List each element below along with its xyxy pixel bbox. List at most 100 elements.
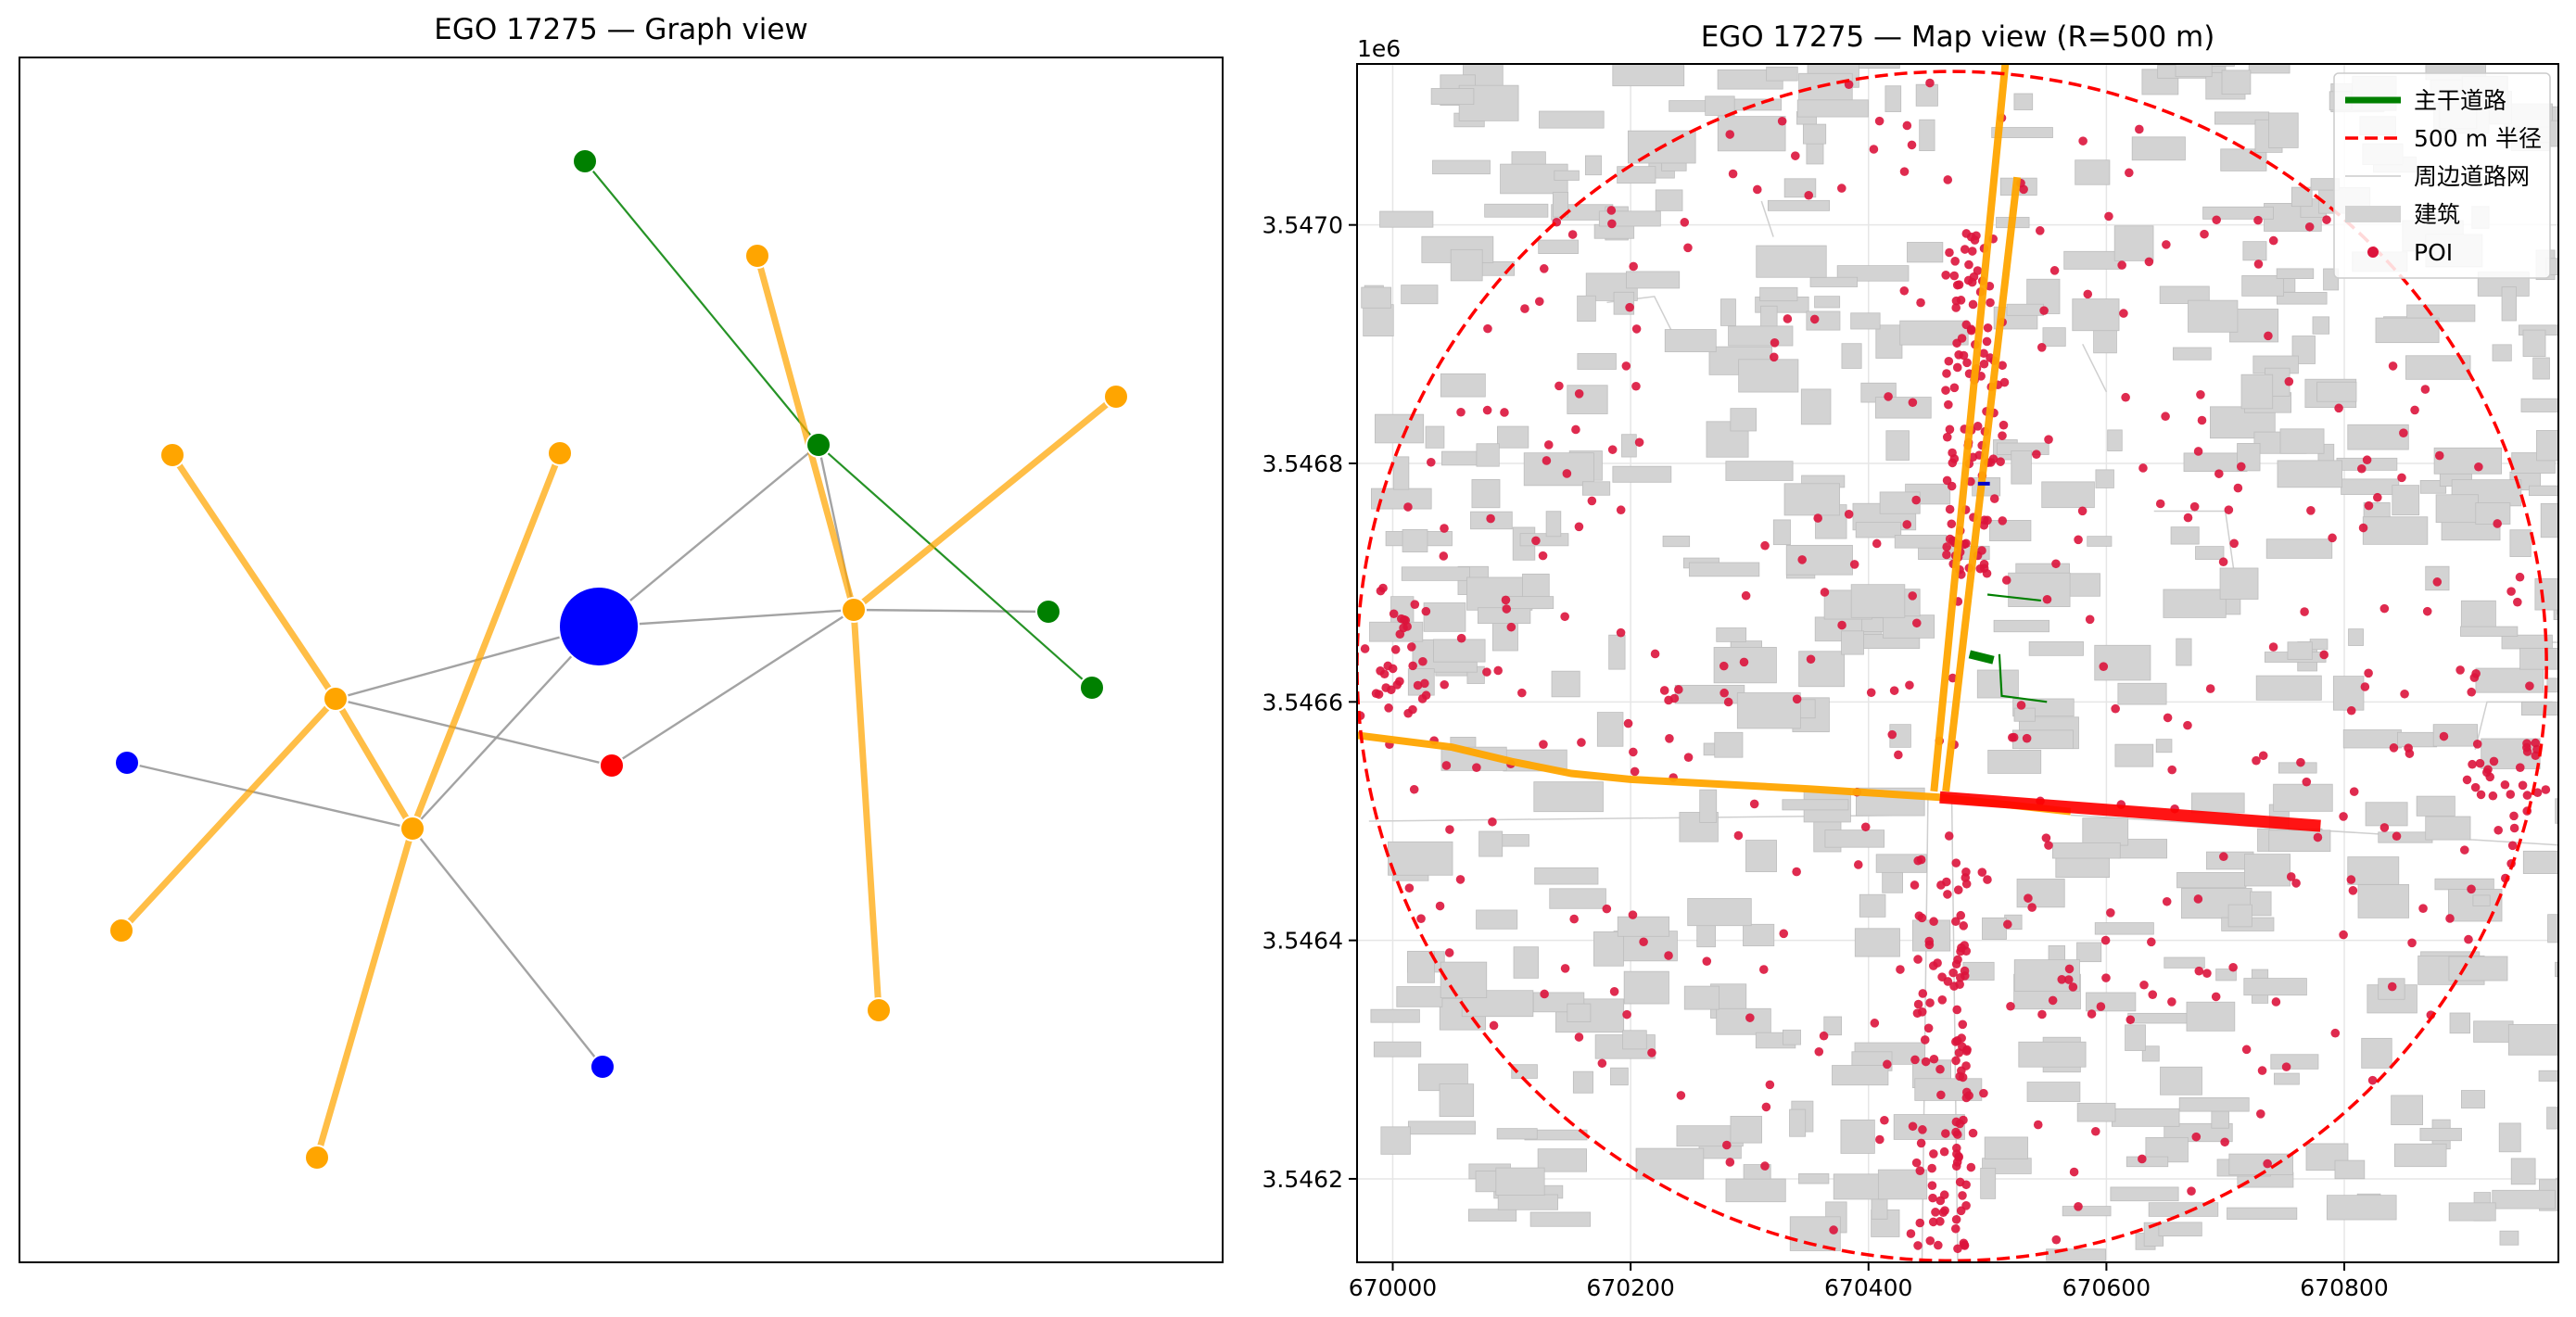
graph-edge-ego-h1	[334, 625, 601, 701]
map-building	[1476, 909, 1518, 930]
map-building	[2240, 374, 2274, 410]
map-poi	[1829, 1225, 1838, 1235]
map-poi	[1647, 1048, 1656, 1057]
map-building	[1396, 986, 1443, 1007]
map-poi	[1809, 314, 1820, 324]
map-building	[2228, 1153, 2293, 1175]
map-building	[1513, 946, 1539, 979]
map-building	[2347, 424, 2409, 450]
map-building	[1612, 64, 1685, 87]
map-poi	[2167, 997, 2176, 1007]
map-poi	[2167, 765, 2176, 775]
map-building	[2127, 1012, 2194, 1024]
map-poi	[1920, 1035, 1930, 1045]
map-building	[2241, 275, 2285, 297]
map-building	[2519, 648, 2558, 670]
map-building	[1450, 248, 1483, 282]
map-poi	[1938, 1208, 1948, 1218]
legend-label: 周边道路网	[2414, 163, 2530, 190]
map-poi	[1899, 285, 1910, 296]
map-poi	[1418, 656, 1428, 666]
map-building	[2141, 1045, 2160, 1062]
map-poi	[2472, 740, 2482, 749]
map-poi	[2388, 361, 2398, 371]
map-building	[2520, 702, 2558, 715]
map-poi	[1983, 323, 1993, 333]
map-building	[2546, 1107, 2558, 1130]
map-poi	[1597, 1058, 1607, 1069]
map-poi	[1360, 644, 1370, 653]
map-poi	[1907, 140, 1917, 150]
map-poi	[1501, 595, 1511, 605]
legend-label: 建筑	[2414, 201, 2460, 228]
map-poi	[1959, 1238, 1969, 1248]
map-poi	[1381, 683, 1390, 692]
map-poi	[1664, 695, 1673, 705]
map-poi	[2515, 763, 2525, 772]
map-poi	[1958, 1019, 1968, 1030]
map-poi	[1500, 408, 1509, 417]
map-poi	[2085, 614, 2095, 625]
map-building	[1379, 210, 1434, 228]
map-building	[1879, 491, 1921, 514]
map-poi	[1606, 206, 1617, 215]
map-building	[1919, 119, 1935, 152]
map-building	[1425, 425, 1445, 449]
map-poi	[2400, 689, 2409, 699]
map-building	[1699, 789, 1718, 823]
map-poi	[1574, 522, 1584, 532]
map-poi	[2339, 930, 2348, 940]
map-poi	[2349, 787, 2359, 796]
map-poi	[1916, 298, 1925, 308]
map-building	[1567, 1003, 1592, 1022]
map-building	[2244, 854, 2290, 887]
map-poi	[1674, 685, 1683, 694]
map-poi	[2362, 455, 2372, 465]
map-poi	[1420, 678, 1429, 689]
map-poi	[1911, 1158, 1922, 1168]
map-poi	[2264, 331, 2273, 341]
legend-swatch-poi	[2367, 247, 2379, 258]
map-poi	[2522, 739, 2532, 748]
map-poi	[1951, 296, 1961, 306]
map-building	[2113, 225, 2154, 261]
map-building	[2475, 667, 2544, 693]
map-poi	[2074, 535, 2083, 545]
map-poi	[1911, 618, 1922, 628]
map-building	[1972, 477, 2001, 497]
map-building	[1756, 245, 1827, 278]
map-building	[2131, 136, 2186, 161]
map-building	[1854, 928, 1900, 957]
map-building	[2348, 628, 2364, 646]
map-poi	[1629, 261, 1638, 272]
map-building	[1840, 1119, 1875, 1154]
map-poi	[1918, 1125, 1927, 1134]
map-building	[1875, 324, 1903, 359]
map-building	[2475, 502, 2511, 526]
map-building	[1730, 408, 1758, 432]
map-poi	[1952, 1143, 1961, 1153]
map-poi	[1925, 1235, 1935, 1246]
graph-edges	[118, 159, 1120, 1161]
map-building	[2176, 872, 2247, 889]
map-poi	[1765, 1080, 1775, 1090]
map-poi	[2313, 832, 2323, 842]
map-poi	[1945, 504, 1955, 514]
graph-edge-h1-r1	[334, 697, 614, 767]
map-poi	[2518, 780, 2528, 791]
graph-node-b1	[114, 750, 140, 776]
map-poi	[1966, 476, 1975, 487]
map-poi	[2037, 1009, 2047, 1019]
map-poi	[1970, 235, 1980, 245]
map-poi	[1956, 910, 1966, 920]
map-poi	[1902, 520, 1912, 529]
map-building	[2461, 1090, 2485, 1108]
map-building	[2243, 978, 2307, 996]
map-poi	[1417, 694, 1428, 703]
map-poi	[2481, 767, 2492, 778]
map-poi	[1542, 456, 1552, 465]
map-poi	[2119, 309, 2128, 318]
map-building	[1373, 1041, 1422, 1057]
map-building	[1539, 110, 1605, 129]
map-building	[1655, 189, 1683, 211]
